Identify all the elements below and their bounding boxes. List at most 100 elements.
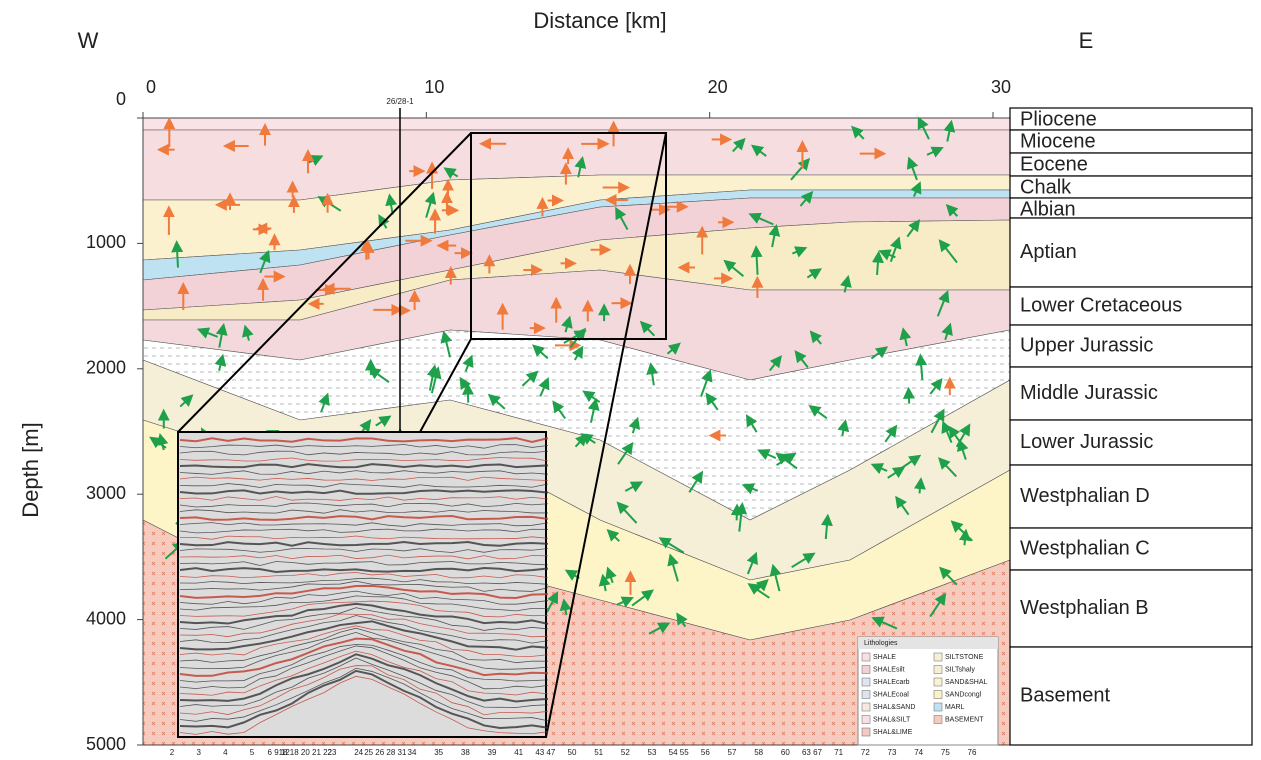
west-label: W [78,28,99,53]
strat-label: Aptian [1020,241,1077,263]
legend-swatch [861,665,871,674]
seismic-reflector [179,567,549,573]
strat-unit [1009,419,1253,466]
trace-label: 3 [196,748,201,757]
seismic-reflector [179,457,549,462]
x-tick-label: 20 [708,77,728,97]
flow-arrow [705,392,719,411]
x-axis-title: Distance [km] [533,8,666,33]
flow-arrow [929,377,943,395]
flow-arrow [929,592,947,618]
seismic-reflector [179,515,549,521]
y-tick-label: 2000 [86,358,126,378]
strat-label: Westphalian D [1020,485,1150,507]
trace-label: 35 [434,748,443,757]
flow-arrow [917,116,930,140]
legend-label: SHAL&LIME [873,729,913,736]
legend-title: Lithologies [864,640,898,647]
flow-arrow [378,214,390,229]
flow-arrow [747,583,770,599]
flow-arrow [936,290,950,317]
trace-label: 73 [888,748,897,757]
trace-label: 51 [594,748,603,757]
flow-arrow [552,400,566,419]
seismic-reflector [179,450,549,456]
flow-arrow [806,268,823,280]
flow-arrow [938,457,957,478]
legend-label: BASEMENT [945,716,984,723]
seismic-reflector [179,535,549,540]
trace-label: 5 [250,748,255,757]
flow-arrow [440,330,453,358]
trace-label: 34 [408,748,417,757]
flow-arrow [561,315,573,333]
strat-label: Lower Jurassic [1020,431,1153,453]
legend-swatch [861,715,871,724]
flow-arrow [615,206,629,231]
trace-label: 56 [701,748,710,757]
y-tick-label: 0 [116,89,126,109]
seismic-reflector [179,650,549,696]
seismic-reflector [179,667,549,722]
flow-arrow [750,245,763,275]
seismic-reflector [179,470,549,475]
strat-label: Westphalian C [1020,537,1150,559]
seismic-reflector [179,561,549,566]
flow-arrow [429,366,442,394]
x-tick-label: 30 [991,77,1011,97]
flow-arrow [646,362,659,386]
flow-arrow [792,246,808,258]
trace-label: 57 [728,748,737,757]
flow-arrow [884,424,898,443]
seismic-reflector [179,463,549,469]
flow-arrow [871,250,884,276]
flow-arrow [851,125,865,140]
trace-label: 23 [328,748,337,757]
seismic-reflector [179,584,549,599]
flow-arrow [820,513,833,540]
seismic-reflector [179,600,549,618]
flow-arrow [658,537,685,554]
seismic-reflector [179,590,549,605]
legend-label: SHALEcarb [873,679,910,686]
trace-label: 74 [914,748,923,757]
flow-arrow [941,420,953,443]
flow-arrow [179,394,194,408]
seismic-reflector [179,577,549,585]
seismic-reflector [179,625,549,657]
flow-arrow [906,219,921,238]
zoom-line [545,132,667,738]
legend-swatch [933,690,943,699]
flow-arrow [939,566,958,586]
strat-label: Basement [1020,684,1110,706]
flow-arrow [559,598,572,616]
flow-arrow [587,397,600,423]
flow-arrow [259,249,271,274]
legend-label: SANDcongl [945,691,982,698]
legend-swatch [861,690,871,699]
flow-arrow [889,236,902,263]
flow-arrow [870,463,888,475]
seismic-reflector [179,643,549,683]
flow-arrow [521,370,539,387]
flow-arrow [938,239,958,264]
trace-label: 72 [861,748,870,757]
flow-arrow [750,144,767,157]
flow-arrow [700,369,713,398]
flow-arrow [624,481,644,493]
seismic-reflector [179,613,549,638]
flow-arrow [616,501,638,524]
flow-arrow [598,573,611,592]
layers [142,117,1011,746]
flow-arrow [768,355,782,372]
zoom-line [419,338,472,433]
seismic-reflector [179,602,549,625]
flow-arrow [957,438,969,460]
flow-arrow [913,477,926,494]
flow-arrow [648,622,671,635]
seismic-reflector [179,528,549,534]
seismic-reflector [179,637,549,677]
legend-label: SILTSTONE [945,654,984,661]
flow-arrow [616,596,634,608]
